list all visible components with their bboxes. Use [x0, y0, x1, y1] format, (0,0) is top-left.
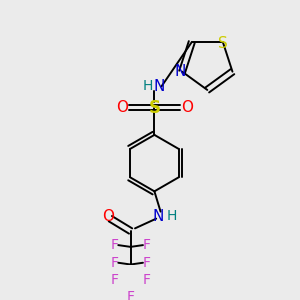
Text: F: F — [111, 273, 119, 287]
Text: N: N — [153, 79, 164, 94]
Text: H: H — [142, 80, 152, 93]
Text: F: F — [142, 256, 151, 270]
Text: S: S — [218, 36, 228, 51]
Text: H: H — [167, 209, 177, 223]
Text: S: S — [148, 99, 160, 117]
Text: O: O — [116, 100, 128, 115]
Text: N: N — [175, 64, 186, 79]
Text: O: O — [103, 209, 115, 224]
Text: O: O — [181, 100, 193, 115]
Text: N: N — [152, 208, 164, 224]
Text: F: F — [111, 238, 119, 252]
Text: F: F — [111, 256, 119, 270]
Text: F: F — [127, 290, 135, 300]
Text: F: F — [142, 238, 151, 252]
Text: F: F — [142, 273, 151, 287]
